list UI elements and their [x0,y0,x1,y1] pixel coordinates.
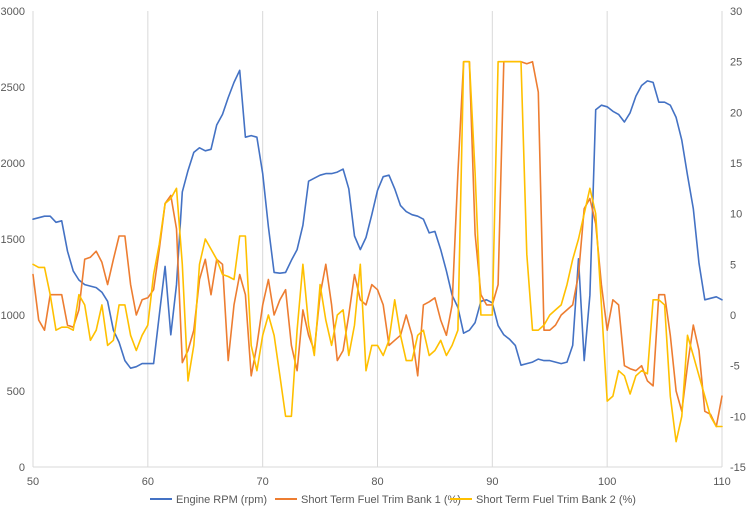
series-layer [32,60,723,443]
y-right-tick-label: 10 [730,209,742,221]
series-line-short-term-fuel-trim-bank-2 [32,60,723,443]
y-right-tick-label: -5 [730,361,740,373]
x-tick-label: 60 [142,476,154,488]
x-tick-label: 90 [486,476,498,488]
y-right-tick-label: 20 [730,107,742,119]
axis-layer: 50 60 70 80 90 100 110050010001500200025003000… [1,6,746,488]
legend-label-engine-rpm: Engine RPM (rpm) [176,494,267,506]
y-right-tick-label: -10 [730,411,746,423]
x-tick-label: 100 [598,476,616,488]
y-right-tick-label: 0 [730,310,736,322]
x-tick-label: 70 [257,476,269,488]
y-right-tick-label: -15 [730,462,746,474]
x-tick-label: 80 [371,476,383,488]
y-left-tick-label: 500 [7,386,25,398]
y-left-tick-label: 1500 [1,234,25,246]
y-left-tick-label: 2000 [1,158,25,170]
y-right-tick-label: 15 [730,158,742,170]
legend-label-short-term-fuel-trim-bank-1: Short Term Fuel Trim Bank 1 (%) [301,494,461,506]
x-tick-label: 50 [27,476,39,488]
series-line-engine-rpm [32,69,723,370]
legend: Engine RPM (rpm) Short Term Fuel Trim Ban… [150,494,636,506]
y-left-tick-label: 0 [19,462,25,474]
y-right-tick-label: 5 [730,259,736,271]
legend-label-short-term-fuel-trim-bank-2: Short Term Fuel Trim Bank 2 (%) [476,494,636,506]
y-right-tick-label: 30 [730,6,742,18]
y-right-tick-label: 25 [730,57,742,69]
y-left-tick-label: 3000 [1,6,25,18]
grid-layer [32,11,723,467]
y-left-tick-label: 1000 [1,310,25,322]
series-line-short-term-fuel-trim-bank-1 [32,60,723,428]
x-tick-label: 110 [713,476,731,488]
y-left-tick-label: 2500 [1,82,25,94]
